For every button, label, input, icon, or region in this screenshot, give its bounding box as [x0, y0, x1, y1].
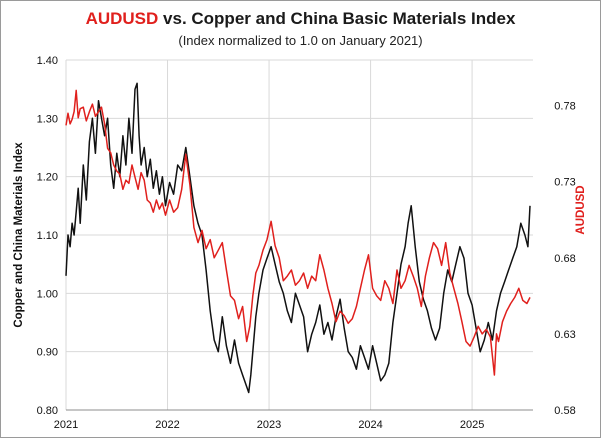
y-axis-label-left: Copper and China Materials Index: [13, 142, 25, 328]
y-tick-label-right: 0.73: [554, 177, 575, 189]
gridlines: [65, 59, 533, 411]
title-audusd: AUDUSD: [85, 9, 159, 28]
y-tick-label-left: 1.00: [37, 288, 58, 300]
x-tick-label: 2023: [257, 419, 281, 431]
y-tick-label-left: 1.40: [37, 55, 58, 67]
chart-title: AUDUSD vs. Copper and China Basic Materi…: [1, 9, 600, 29]
x-tick-label: 2022: [155, 419, 179, 431]
y-tick-label-left: 1.30: [37, 113, 58, 125]
x-tick-label: 2021: [54, 419, 78, 431]
y-tick-label-left: 1.20: [37, 172, 58, 184]
y-tick-label-right: 0.58: [554, 405, 575, 417]
y-tick-label-left: 0.80: [37, 405, 58, 417]
x-tick-label: 2024: [358, 419, 382, 431]
audusd-series-line: [65, 89, 531, 376]
y-tick-label-right: 0.78: [554, 101, 575, 113]
title-rest: vs. Copper and China Basic Materials Ind…: [158, 9, 516, 28]
y-axis-label-right: AUDUSD: [575, 185, 587, 234]
y-tick-label-right: 0.63: [554, 329, 575, 341]
index-series-line: [65, 82, 531, 394]
tick-labels: 2021 2022 2023 2024 2025 0.80 0.90 1.00 1.10 1.20…: [37, 55, 576, 431]
x-tick-label: 2025: [460, 419, 484, 431]
y-tick-label-left: 0.90: [37, 347, 58, 359]
chart-subtitle: (Index normalized to 1.0 on January 2021…: [178, 33, 423, 48]
series-lines: [65, 82, 531, 394]
y-tick-label-left: 1.10: [37, 230, 58, 242]
y-tick-label-right: 0.68: [554, 253, 575, 265]
